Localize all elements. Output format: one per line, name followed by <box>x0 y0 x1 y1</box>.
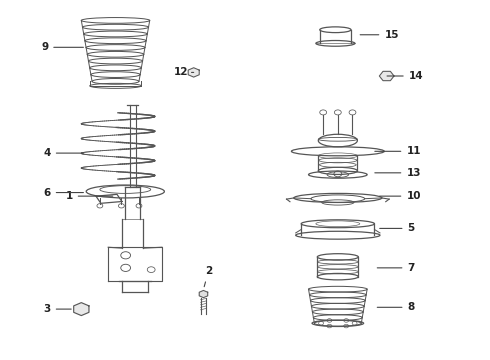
Polygon shape <box>199 291 208 298</box>
Polygon shape <box>379 71 394 81</box>
Text: 3: 3 <box>44 304 71 314</box>
Text: 4: 4 <box>44 148 83 158</box>
Text: 5: 5 <box>380 224 415 233</box>
Text: 6: 6 <box>44 188 83 198</box>
Text: 1: 1 <box>66 191 113 201</box>
Polygon shape <box>188 68 199 77</box>
Text: 2: 2 <box>204 266 212 287</box>
Text: 13: 13 <box>375 168 421 178</box>
Text: 11: 11 <box>375 146 421 156</box>
Text: 7: 7 <box>377 263 415 273</box>
Text: 15: 15 <box>360 30 399 40</box>
Text: 9: 9 <box>41 42 83 52</box>
Text: 12: 12 <box>174 67 194 77</box>
Text: 14: 14 <box>387 71 423 81</box>
Text: 10: 10 <box>380 191 421 201</box>
Text: 8: 8 <box>377 302 415 312</box>
Polygon shape <box>74 303 89 316</box>
